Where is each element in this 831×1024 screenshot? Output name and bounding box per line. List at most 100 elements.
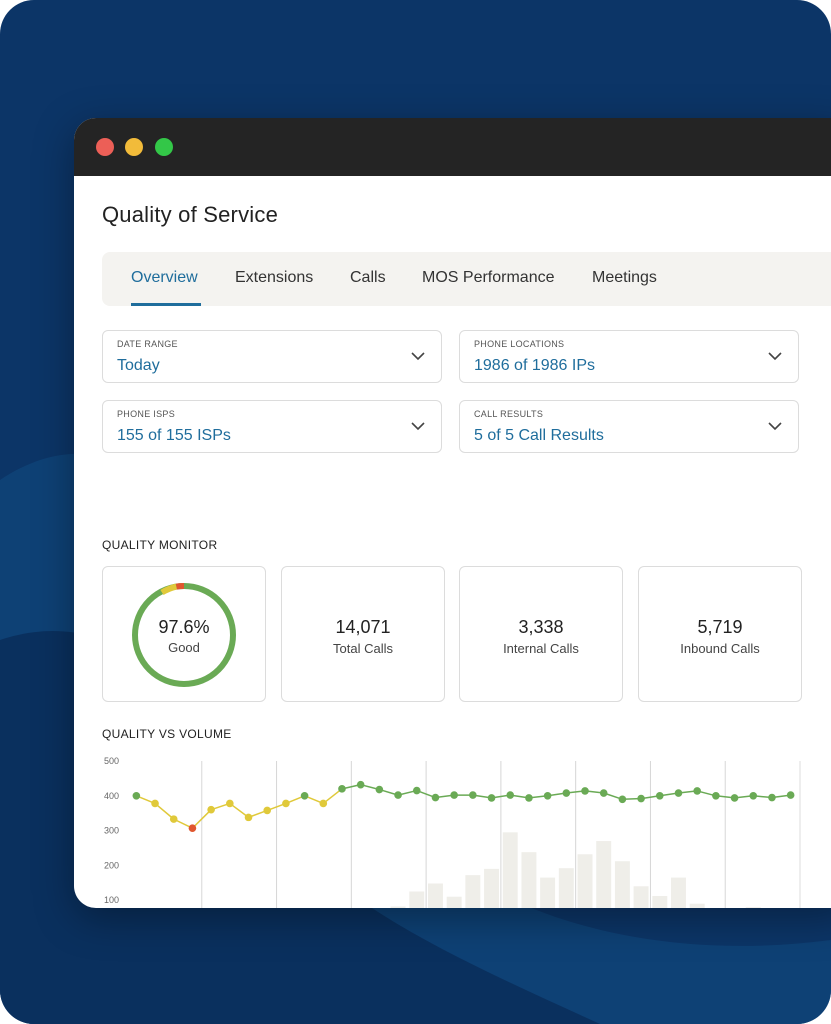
gauge-value: 97.6% [158, 617, 210, 637]
quality-point [300, 792, 309, 800]
quality-point [543, 792, 552, 800]
tab-extensions[interactable]: Extensions [235, 269, 314, 286]
quality-point [469, 791, 477, 799]
quality-line-segment [322, 788, 343, 805]
total-calls-card: 14,071 Total Calls [281, 566, 445, 702]
quality-point [581, 787, 589, 795]
main-content: Quality of Service Overview Extensions C… [102, 176, 831, 908]
quality-volume-chart: 5004003002001000 [104, 756, 801, 908]
stat-value: 3,338 [518, 617, 564, 637]
gauge-label: Good [168, 640, 200, 655]
stat-label: Internal Calls [503, 641, 579, 656]
volume-bar [558, 868, 574, 908]
stat-value: 14,071 [335, 617, 391, 637]
quality-point [768, 793, 776, 802]
volume-bar [427, 883, 443, 908]
volume-bar [540, 877, 556, 908]
quality-point [263, 806, 272, 815]
volume-bar [633, 886, 649, 908]
chevron-down-icon [768, 422, 782, 431]
quality-volume-chart-wrap: 5004003002001000 [102, 754, 831, 908]
gauge-warn-arc [160, 583, 178, 596]
quality-point [169, 815, 178, 823]
active-tab-indicator [131, 303, 201, 306]
y-tick-label: 200 [104, 860, 119, 870]
quality-point [506, 791, 515, 799]
quality-line-segment [229, 802, 249, 818]
quality-gauge [132, 582, 236, 687]
y-tick-label: 100 [104, 895, 119, 905]
quality-line-segment [191, 809, 212, 829]
phone-isps-select[interactable]: PHONE ISPS 155 of 155 ISPs [102, 400, 442, 453]
stat-label: Inbound Calls [680, 641, 760, 656]
chevron-down-icon [768, 352, 782, 361]
volume-bar [502, 832, 518, 908]
volume-bar [652, 896, 668, 908]
quality-point [655, 792, 664, 800]
maximize-window-button[interactable] [155, 138, 173, 156]
quality-gauge-card: 97.6% Good [102, 566, 266, 702]
tab-meetings[interactable]: Meetings [592, 269, 657, 286]
filter-label: CALL RESULTS [474, 409, 544, 419]
quality-point [375, 785, 384, 794]
quality-point [562, 789, 571, 797]
date-range-select[interactable]: DATE RANGE Today [102, 330, 442, 383]
y-tick-label: 300 [104, 826, 119, 836]
y-tick-label: 500 [104, 756, 119, 766]
volume-bar [446, 896, 462, 908]
filter-label: DATE RANGE [117, 339, 178, 349]
quality-point [282, 799, 290, 808]
stat-label: Total Calls [333, 641, 393, 656]
volume-bar [577, 854, 593, 908]
volume-bar [465, 875, 481, 908]
quality-point [712, 792, 720, 800]
y-tick-label: 400 [104, 791, 119, 801]
quality-point [412, 786, 421, 795]
filter-value: 155 of 155 ISPs [117, 427, 231, 444]
quality-point [188, 824, 197, 832]
minimize-window-button[interactable] [125, 138, 143, 156]
volume-bar [390, 906, 406, 908]
app-window: Quality of Service Overview Extensions C… [74, 118, 831, 908]
quality-point [786, 791, 795, 799]
phone-locations-select[interactable]: PHONE LOCATIONS 1986 of 1986 IPs [459, 330, 799, 383]
quality-point [487, 794, 496, 802]
volume-bar [596, 841, 612, 908]
quality-point [618, 795, 627, 804]
quality-point [226, 799, 234, 808]
filter-value: 1986 of 1986 IPs [474, 357, 595, 374]
filter-value: Today [117, 357, 160, 374]
filter-label: PHONE LOCATIONS [474, 339, 565, 349]
chevron-down-icon [411, 422, 425, 431]
tab-calls[interactable]: Calls [350, 269, 386, 286]
quality-point [450, 791, 458, 799]
quality-point [151, 799, 159, 808]
quality-monitor-heading: QUALITY MONITOR [102, 538, 218, 552]
tab-mos-performance[interactable]: MOS Performance [422, 269, 555, 286]
close-window-button[interactable] [96, 138, 114, 156]
volume-bar [689, 903, 705, 908]
stat-value: 5,719 [697, 617, 743, 637]
quality-point [693, 787, 701, 795]
volume-bar [521, 852, 537, 908]
gauge-bad-arc [175, 582, 185, 590]
quality-point [338, 785, 346, 793]
page-title: Quality of Service [102, 202, 279, 227]
filter-value: 5 of 5 Call Results [474, 427, 604, 444]
title-bar [74, 118, 831, 176]
quality-point [356, 780, 365, 789]
internal-calls-card: 3,338 Internal Calls [459, 566, 623, 702]
chevron-down-icon [411, 352, 425, 361]
quality-point [674, 789, 683, 797]
volume-bar [484, 868, 500, 908]
tab-bar: Overview Extensions Calls MOS Performanc… [102, 252, 831, 306]
quality-point [132, 792, 141, 800]
quality-point [525, 794, 533, 802]
quality-point [244, 813, 253, 822]
tab-overview[interactable]: Overview [131, 269, 198, 286]
quality-point [394, 791, 402, 799]
quality-point [319, 799, 328, 808]
quality-point [749, 792, 758, 800]
call-results-select[interactable]: CALL RESULTS 5 of 5 Call Results [459, 400, 799, 453]
quality-line-segment [154, 802, 175, 820]
